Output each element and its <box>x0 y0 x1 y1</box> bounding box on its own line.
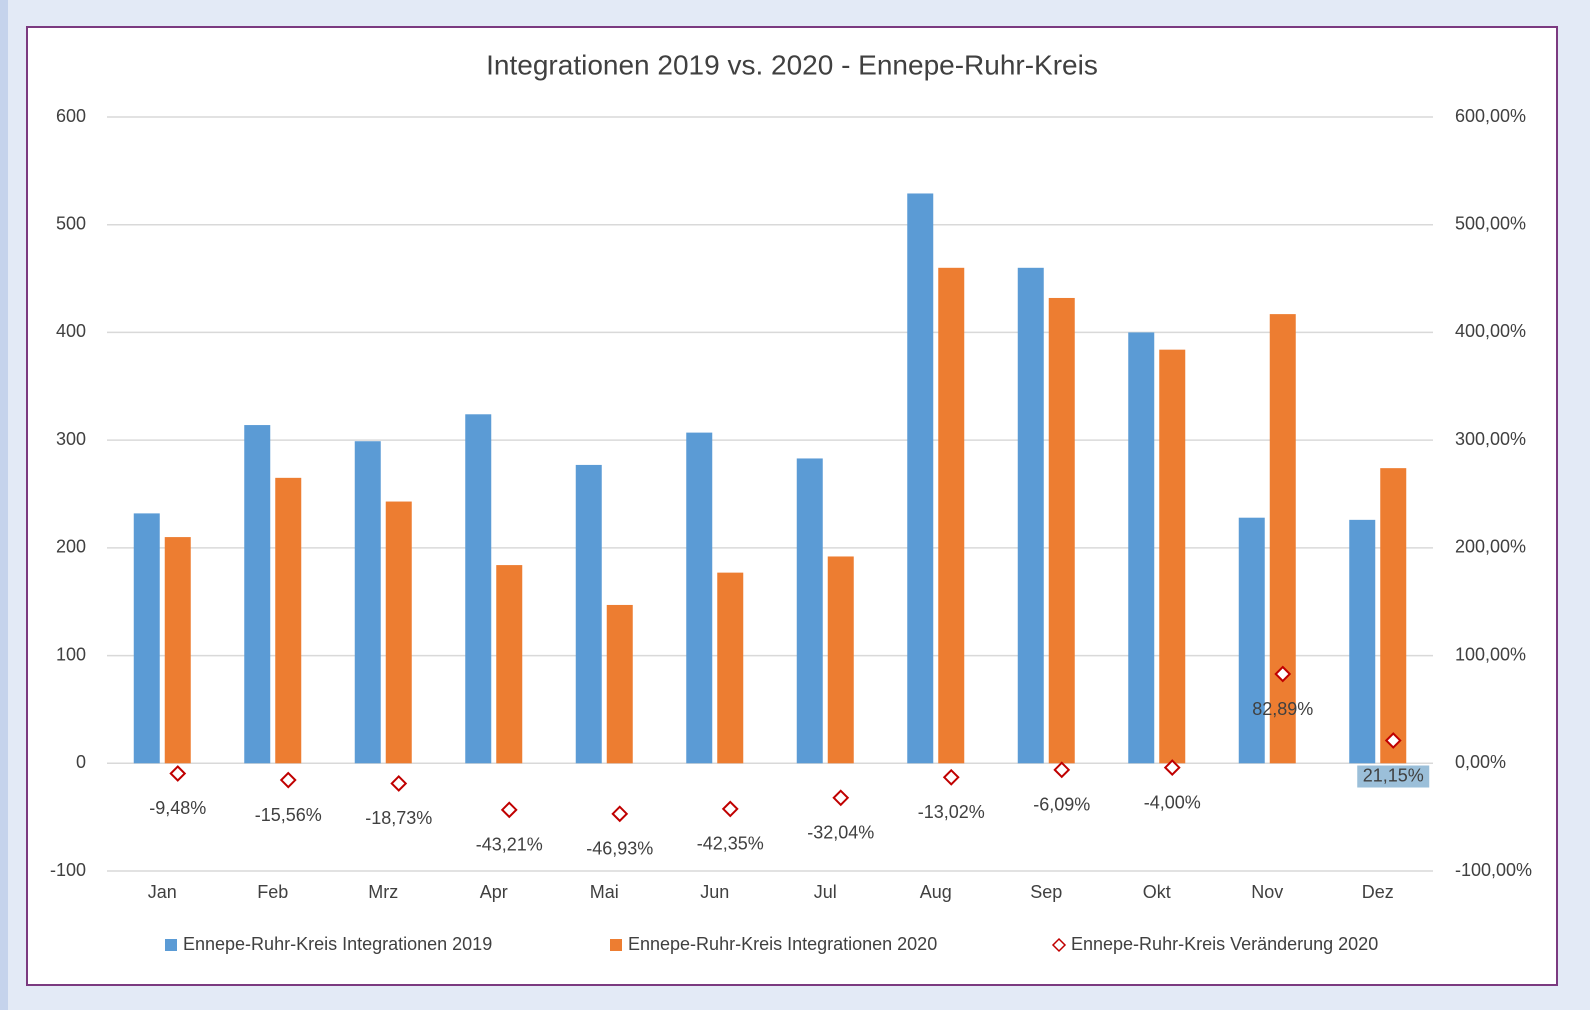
chart-title: Integrationen 2019 vs. 2020 - Ennepe-Ruh… <box>486 49 1098 80</box>
bar <box>1380 468 1407 764</box>
legend-label: Ennepe-Ruhr-Kreis Integrationen 2020 <box>628 934 937 954</box>
x-tick-label: Okt <box>1143 882 1171 902</box>
bar <box>275 477 302 764</box>
bar <box>717 572 744 764</box>
data-label: 21,15% <box>1363 765 1424 785</box>
x-tick-label: Aug <box>920 882 952 902</box>
bar <box>938 267 965 764</box>
x-tick-label: Apr <box>480 882 508 902</box>
y-tick-label: 600 <box>56 106 86 126</box>
bar <box>1349 519 1376 764</box>
x-tick-label: Jul <box>814 882 837 902</box>
data-label: -6,09% <box>1033 795 1090 815</box>
bar <box>1238 517 1265 764</box>
y-tick-label: 100 <box>56 644 86 664</box>
bar <box>796 458 823 764</box>
legend-swatch <box>1051 937 1067 953</box>
marker <box>169 765 187 782</box>
marker <box>832 789 850 807</box>
y2-tick-label: 600,00% <box>1455 106 1526 126</box>
x-tick-label: Mrz <box>368 882 398 902</box>
marker <box>279 771 297 789</box>
data-label: -9,48% <box>149 798 206 818</box>
x-tick-label: Mai <box>590 882 619 902</box>
x-tick-label: Sep <box>1030 882 1062 902</box>
legend-label: Ennepe-Ruhr-Kreis Integrationen 2019 <box>183 934 492 954</box>
y2-tick-label: 0,00% <box>1455 752 1506 772</box>
bar <box>244 425 271 764</box>
bar <box>827 556 854 764</box>
bar <box>1048 297 1075 764</box>
marker <box>611 805 629 823</box>
legend-swatch <box>165 939 177 951</box>
bar <box>1159 349 1186 764</box>
bar <box>465 414 492 764</box>
y2-tick-label: 300,00% <box>1455 429 1526 449</box>
marker <box>1163 759 1181 777</box>
y-tick-label: 300 <box>56 429 86 449</box>
background-strip <box>0 0 8 1010</box>
y-tick-label: 400 <box>56 321 86 341</box>
x-tick-label: Feb <box>257 882 288 902</box>
legend-swatch <box>610 939 622 951</box>
y-tick-label: 500 <box>56 213 86 233</box>
x-tick-label: Dez <box>1362 882 1394 902</box>
bar <box>496 565 523 764</box>
marker <box>390 775 408 792</box>
marker <box>1053 761 1071 779</box>
bar <box>575 464 602 764</box>
y2-tick-label: 200,00% <box>1455 537 1526 557</box>
bar <box>164 537 191 764</box>
legend-label: Ennepe-Ruhr-Kreis Veränderung 2020 <box>1071 934 1378 954</box>
data-label: -46,93% <box>586 839 653 859</box>
marker <box>1274 665 1292 683</box>
data-label: -13,02% <box>918 802 985 822</box>
y2-tick-label: 100,00% <box>1455 644 1526 664</box>
x-tick-label: Jan <box>148 882 177 902</box>
data-label: -32,04% <box>807 823 874 843</box>
bar <box>1128 332 1155 764</box>
bar <box>686 432 713 764</box>
y2-tick-label: -100,00% <box>1455 860 1532 880</box>
data-label: -15,56% <box>255 805 322 825</box>
data-label: -42,35% <box>697 834 764 854</box>
x-tick-label: Jun <box>700 882 729 902</box>
bar <box>1017 267 1044 764</box>
bar <box>354 441 381 764</box>
y-tick-label: 0 <box>76 752 86 772</box>
bar <box>606 604 633 764</box>
marker <box>500 801 518 819</box>
marker <box>721 800 739 818</box>
marker <box>942 768 960 786</box>
y2-tick-label: 500,00% <box>1455 213 1526 233</box>
data-label: -18,73% <box>365 808 432 828</box>
data-label: 82,89% <box>1252 699 1313 719</box>
bar <box>1269 314 1296 764</box>
marker <box>1384 732 1402 749</box>
bar <box>133 513 160 764</box>
bar <box>907 193 934 764</box>
x-tick-label: Nov <box>1251 882 1283 902</box>
y-tick-label: 200 <box>56 537 86 557</box>
label-highlight <box>1357 765 1430 788</box>
y2-tick-label: 400,00% <box>1455 321 1526 341</box>
y-tick-label: -100 <box>50 860 86 880</box>
bar <box>385 501 412 764</box>
data-label: -4,00% <box>1144 792 1201 812</box>
data-label: -43,21% <box>476 835 543 855</box>
